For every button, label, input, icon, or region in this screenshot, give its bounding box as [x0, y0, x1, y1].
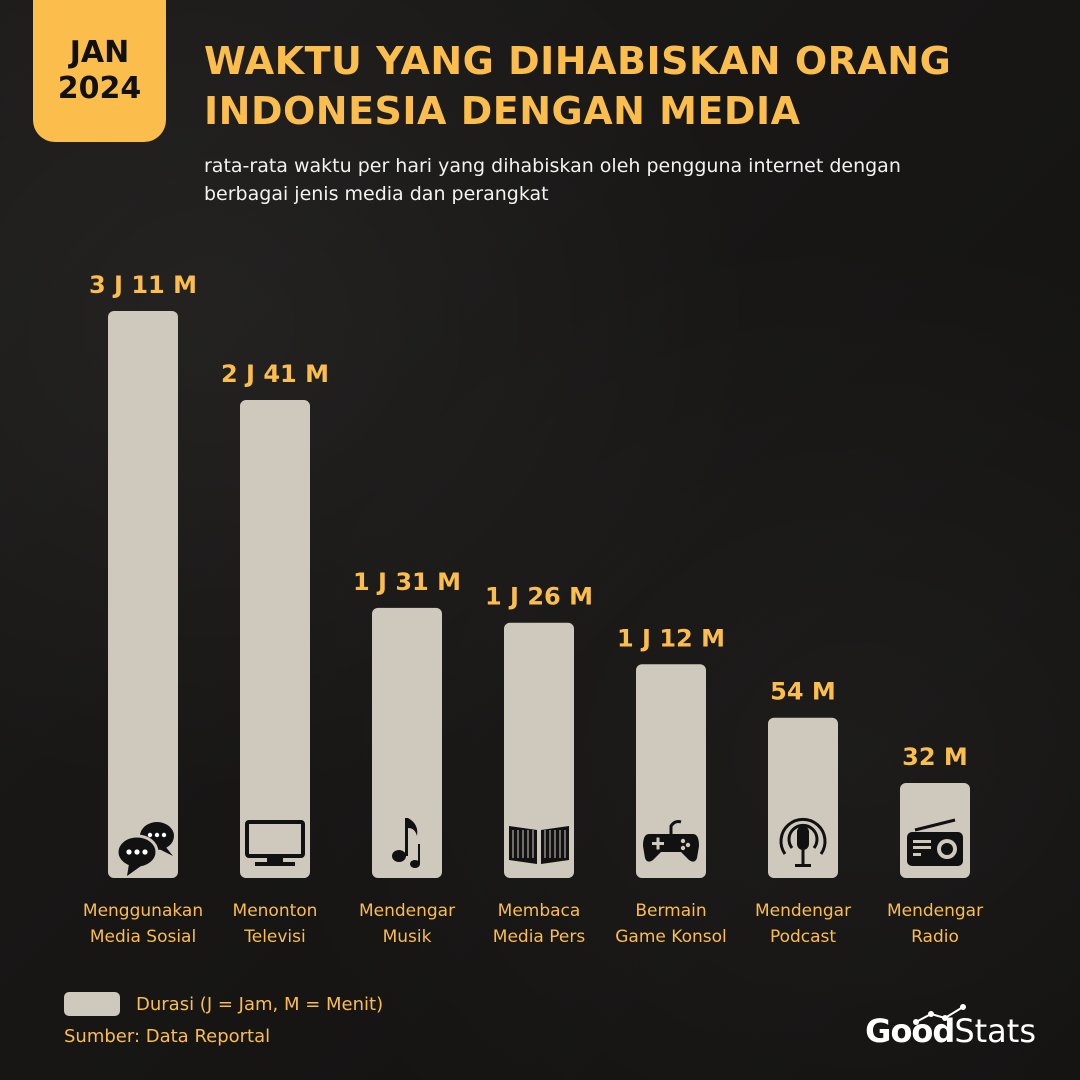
- category-label: Televisi: [243, 927, 306, 947]
- badge-month: JAN: [69, 35, 130, 70]
- title-line-1: WAKTU YANG DIHABISKAN ORANG: [204, 39, 952, 83]
- radio-icon: [907, 818, 963, 866]
- title-line-2: INDONESIA DENGAN MEDIA: [204, 89, 801, 133]
- music-note-icon: [392, 818, 420, 868]
- category-label: Game Konsol: [615, 927, 726, 947]
- category-label: Mendengar: [887, 901, 983, 921]
- bar-value-label: 32 M: [902, 743, 968, 771]
- logo-text-good: Good: [865, 1012, 955, 1050]
- legend: Durasi (J = Jam, M = Menit): [64, 992, 383, 1016]
- bar: [108, 311, 178, 878]
- bar-value-label: 2 J 41 M: [221, 360, 329, 388]
- category-label: Radio: [911, 927, 959, 947]
- category-label: Menggunakan: [83, 901, 203, 921]
- gamepad-icon: [643, 820, 699, 862]
- bar-value-label: 1 J 12 M: [617, 624, 725, 652]
- bar-value-label: 1 J 26 M: [485, 583, 593, 611]
- category-label: Podcast: [770, 927, 836, 947]
- bar: [768, 717, 838, 878]
- subtitle-line-1: rata-rata waktu per hari yang dihabiskan…: [204, 155, 901, 177]
- category-label: Membaca: [498, 901, 581, 921]
- bar-value-label: 1 J 31 M: [353, 568, 461, 596]
- subtitle: rata-rata waktu per hari yang dihabiskan…: [204, 152, 1024, 208]
- category-label: Media Sosial: [90, 927, 196, 947]
- logo-text-stats: Stats: [954, 1012, 1036, 1050]
- bar: [240, 400, 310, 878]
- category-label: Musik: [383, 927, 432, 947]
- legend-swatch: [64, 992, 120, 1016]
- legend-label: Durasi (J = Jam, M = Menit): [136, 993, 384, 1015]
- goodstats-logo: Good Stats: [865, 1004, 1036, 1050]
- category-label: Bermain: [635, 901, 706, 921]
- category-label: Menonton: [233, 901, 318, 921]
- bar: [636, 664, 706, 878]
- open-book-icon: [509, 826, 569, 864]
- page-title: WAKTU YANG DIHABISKAN ORANG INDONESIA DE…: [204, 36, 1044, 136]
- date-badge: JAN 2024: [33, 0, 166, 142]
- subtitle-line-2: berbagai jenis media dan perangkat: [204, 183, 549, 205]
- category-label: Mendengar: [755, 901, 851, 921]
- bar: [504, 622, 574, 878]
- logo-trend-icon: [913, 1004, 967, 1025]
- podcast-microphone-icon: [779, 817, 827, 867]
- badge-year: 2024: [57, 71, 142, 106]
- bar: [372, 607, 442, 878]
- source-note: Sumber: Data Reportal: [64, 1026, 271, 1047]
- bar-value-label: 3 J 11 M: [89, 271, 197, 299]
- category-label: Mendengar: [359, 901, 455, 921]
- category-label: Media Pers: [493, 927, 586, 947]
- bar-value-label: 54 M: [770, 678, 836, 706]
- television-icon: [245, 820, 305, 866]
- chat-bubbles-icon: [115, 822, 174, 876]
